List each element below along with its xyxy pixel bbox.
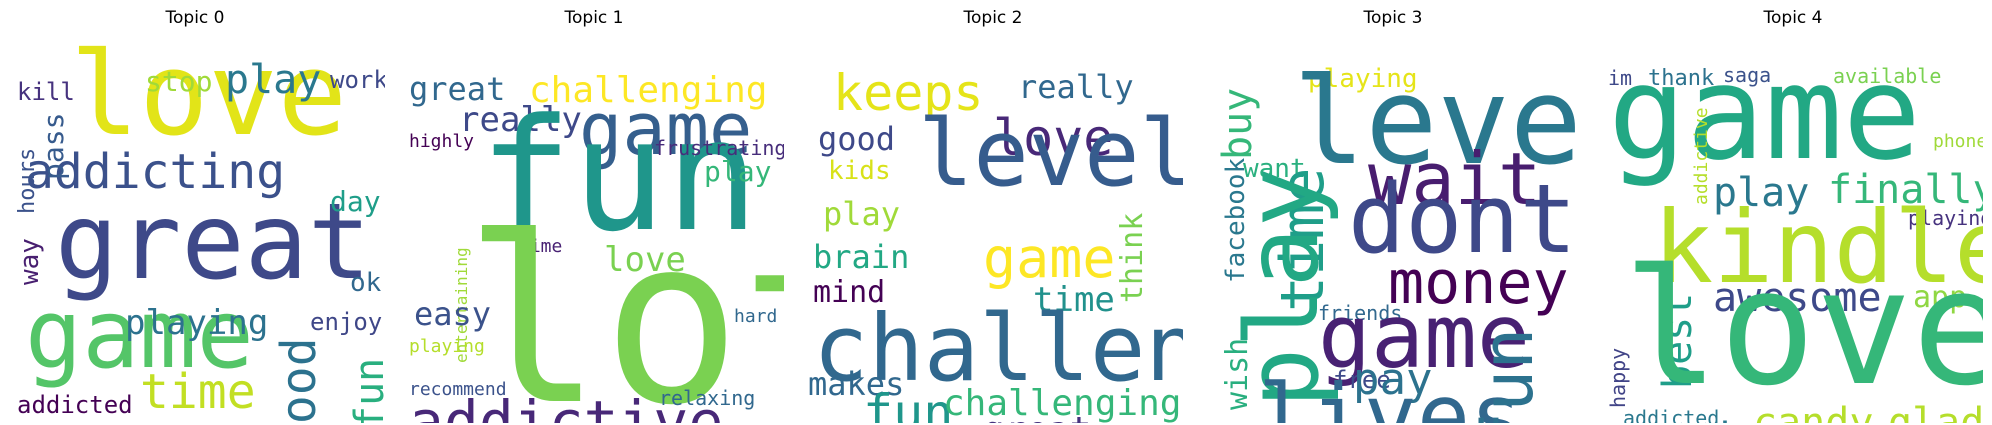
word-easy: easy bbox=[414, 295, 492, 333]
word-makes: makes bbox=[808, 365, 905, 403]
word-time: time bbox=[519, 236, 563, 257]
word-app: app bbox=[1913, 280, 1968, 315]
word-pass: pass bbox=[37, 112, 70, 181]
word-dont: dont bbox=[1348, 165, 1577, 275]
word-buy: buy bbox=[1215, 87, 1261, 160]
word-enjoy: enjoy bbox=[310, 308, 383, 336]
word-play: play bbox=[823, 195, 901, 233]
word-game: game bbox=[983, 226, 1116, 290]
word-phone: phone bbox=[1933, 131, 1983, 152]
word-hours: hours bbox=[15, 147, 40, 214]
word-candy: candy bbox=[1753, 400, 1874, 423]
word-want: want bbox=[1243, 154, 1306, 184]
word-addicted: addicted bbox=[17, 391, 133, 419]
word-thank: thank bbox=[1648, 66, 1715, 91]
word-level: level bbox=[1293, 53, 1583, 192]
word-hard: hard bbox=[734, 306, 778, 327]
word-addicted: addicted bbox=[1623, 406, 1720, 423]
topic-0-panel: Topic 0 love great game addicting play stop wo… bbox=[5, 0, 385, 425]
topic-2-title: Topic 2 bbox=[963, 8, 1023, 28]
topic-4-panel: Topic 4 im thank saga available game addictiv… bbox=[1603, 0, 1983, 425]
topic-2-panel: Topic 2 keeps really good love kids level play… bbox=[803, 0, 1183, 425]
word-fun: fun bbox=[863, 384, 954, 423]
word-addicting: addicting bbox=[25, 144, 286, 200]
word-game: game bbox=[25, 280, 254, 390]
word-saga: saga bbox=[1723, 63, 1772, 87]
word-playing: playing bbox=[1308, 64, 1418, 94]
topic-1-title: Topic 1 bbox=[564, 8, 624, 28]
topic-1-panel: Topic 1 great challenging game really highly… bbox=[404, 0, 784, 425]
word-fun: fun bbox=[479, 85, 759, 266]
topic-3-cloud: playinglevelbuywantfacebookwaittimedontp… bbox=[1203, 38, 1583, 424]
word-awesome: awesome bbox=[1713, 275, 1882, 321]
word-time: time bbox=[140, 364, 256, 420]
word-game: game bbox=[1608, 38, 1922, 189]
word-think: think bbox=[1115, 212, 1150, 303]
topic-4-title: Topic 4 bbox=[1763, 8, 1823, 28]
word-wait: wait bbox=[1368, 137, 1542, 221]
topic-1-cloud: great challenging game really highly fun frust… bbox=[404, 38, 784, 424]
word-playing: playing bbox=[125, 303, 269, 343]
word-ok: ok bbox=[350, 268, 382, 298]
word-really: really bbox=[459, 100, 582, 140]
word-stop: stop bbox=[145, 65, 213, 98]
word-glad: glad bbox=[1888, 400, 1983, 423]
word-great: great bbox=[55, 181, 372, 303]
word-free: free bbox=[1333, 366, 1391, 394]
word-great: great bbox=[409, 70, 506, 108]
word-brain: brain bbox=[813, 238, 910, 276]
word-great: great bbox=[983, 413, 1091, 424]
word-playing: playing bbox=[409, 336, 485, 357]
word-good: good bbox=[818, 120, 896, 158]
word-love: love bbox=[1623, 234, 1983, 421]
topic-0-cloud: love great game addicting play stop work kill pa… bbox=[5, 38, 385, 423]
topic-4-cloud: im thank saga available game addictive phone pl… bbox=[1603, 38, 1983, 423]
word-keeps: keeps bbox=[833, 64, 984, 122]
topic-3-panel: Topic 3 playinglevelbuywantfacebookwaitt… bbox=[1203, 0, 1583, 425]
word-recommend: recommend bbox=[409, 379, 507, 400]
word-kids: kids bbox=[828, 156, 891, 186]
topic-2-cloud: keeps really good love kids level play brain gam… bbox=[803, 38, 1183, 423]
word-play: play bbox=[704, 155, 772, 188]
word-frustrating: frustrating bbox=[654, 136, 784, 160]
word-level: level bbox=[918, 100, 1183, 207]
word-im: im bbox=[1608, 66, 1633, 90]
word-really: really bbox=[1018, 68, 1134, 106]
word-finally: finally bbox=[1828, 167, 1983, 213]
word-work: work bbox=[330, 66, 385, 94]
topic-3-title: Topic 3 bbox=[1363, 8, 1423, 28]
word-challenging: challenging bbox=[943, 383, 1182, 423]
word-fun: fun bbox=[347, 357, 385, 423]
word-crush: crush bbox=[1623, 418, 1743, 423]
word-available: available bbox=[1833, 64, 1942, 88]
word-way: way bbox=[15, 237, 45, 285]
word-highly: highly bbox=[409, 131, 475, 152]
word-challenge: challenge bbox=[813, 295, 1183, 402]
word-love: love bbox=[70, 38, 347, 162]
word-love: love bbox=[604, 240, 686, 280]
word-mind: mind bbox=[813, 275, 886, 310]
word-love: love bbox=[993, 109, 1114, 167]
word-play: play bbox=[225, 57, 322, 103]
word-kill: kill bbox=[17, 78, 75, 106]
word-addictive: addictive bbox=[409, 388, 724, 423]
word-wish: wish bbox=[1220, 337, 1255, 410]
word-money: money bbox=[1388, 248, 1569, 318]
word-fun: fun bbox=[1467, 327, 1549, 423]
word-kindle: kindle bbox=[1653, 189, 1983, 306]
word-pay: pay bbox=[1353, 354, 1433, 405]
word-relaxing: relaxing bbox=[659, 386, 756, 410]
word-good: good bbox=[271, 337, 327, 423]
word-time: time bbox=[1033, 280, 1115, 320]
word-challenging: challenging bbox=[529, 70, 768, 111]
word-lot: lot bbox=[464, 189, 784, 424]
word-lives: lives bbox=[1258, 365, 1523, 424]
word-play: play bbox=[1713, 170, 1810, 216]
word-game: game bbox=[579, 87, 753, 171]
word-day: day bbox=[330, 185, 381, 218]
word-friends: friends bbox=[1318, 301, 1403, 325]
word-game: game bbox=[1318, 285, 1530, 388]
topic-0-title: Topic 0 bbox=[165, 8, 225, 28]
word-playing: playing bbox=[1908, 206, 1983, 230]
